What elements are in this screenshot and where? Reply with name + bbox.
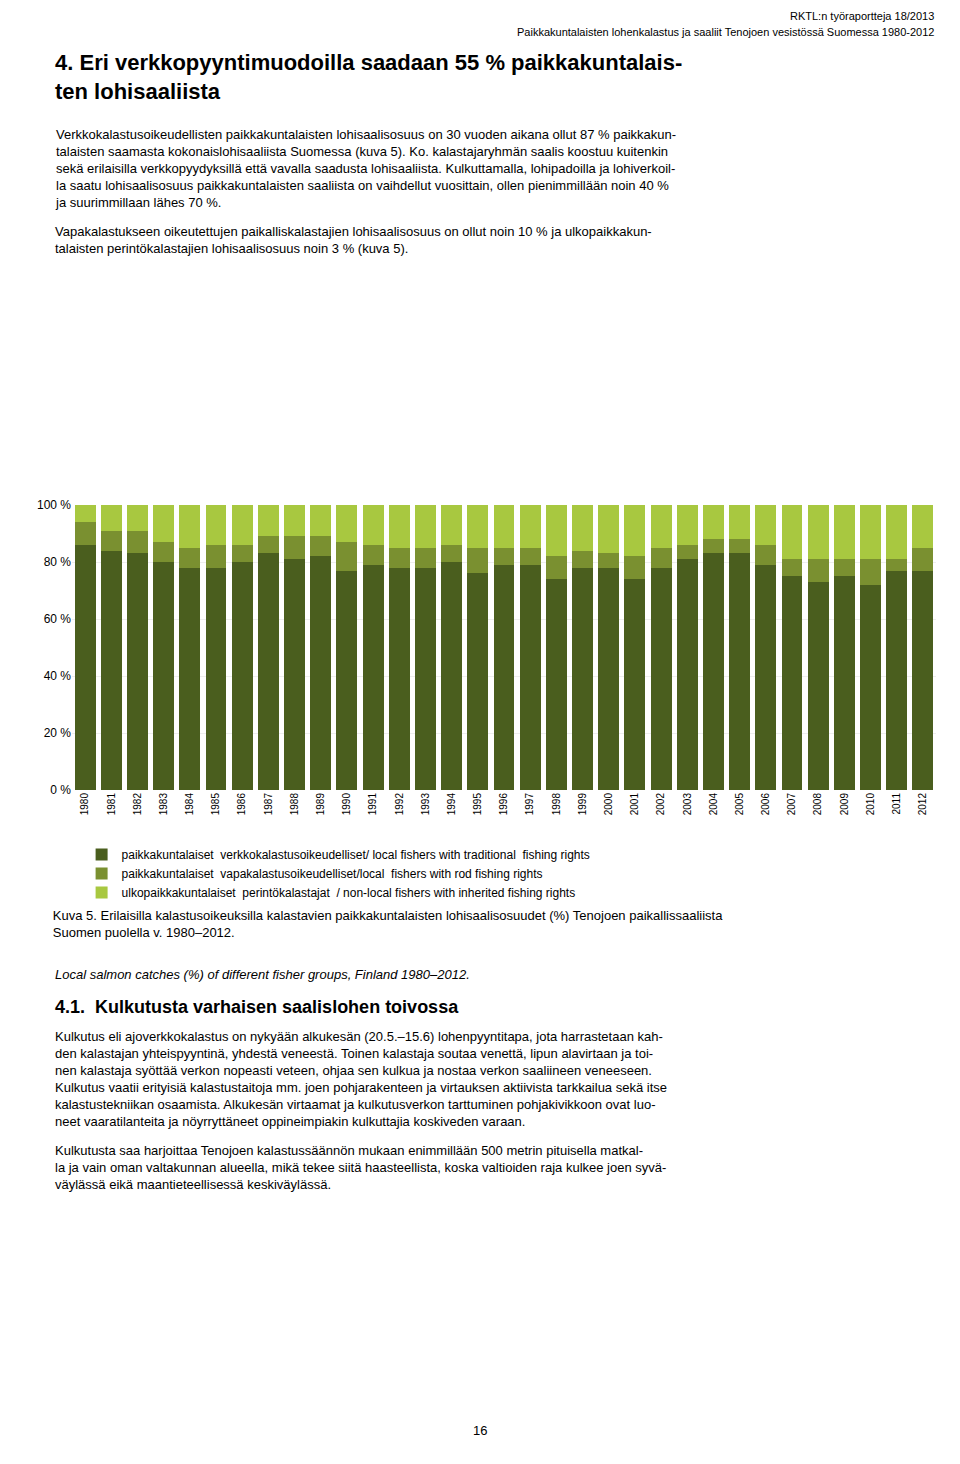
- svg-text:RKTL:n työraportteja 18/2013: RKTL:n työraportteja 18/2013: [790, 10, 934, 22]
- svg-text:4. Eri verkkopyyntimuodoilla s: 4. Eri verkkopyyntimuodoilla saadaan 55 …: [55, 50, 682, 104]
- svg-text:1984: 1984: [184, 793, 195, 816]
- svg-text:Paikkakuntalaisten lohenkalast: Paikkakuntalaisten lohenkalastus ja saal…: [517, 26, 934, 38]
- svg-text:1987: 1987: [263, 793, 274, 816]
- svg-text:1986: 1986: [236, 793, 247, 816]
- svg-text:2001: 2001: [629, 793, 640, 816]
- svg-text:1990: 1990: [341, 793, 352, 816]
- svg-text:2000: 2000: [603, 793, 614, 816]
- svg-text:Kuva 5. Erilaisilla kalastusoi: Kuva 5. Erilaisilla kalastusoikeuksilla …: [53, 908, 723, 940]
- svg-text:40 %: 40 %: [44, 669, 72, 683]
- svg-text:2003: 2003: [682, 793, 693, 816]
- svg-text:2012: 2012: [917, 793, 928, 816]
- svg-text:1997: 1997: [524, 793, 535, 816]
- svg-text:2010: 2010: [865, 793, 876, 816]
- svg-text:16: 16: [473, 1423, 487, 1438]
- svg-text:1996: 1996: [498, 793, 509, 816]
- svg-text:1981: 1981: [106, 793, 117, 816]
- svg-text:1985: 1985: [210, 793, 221, 816]
- svg-text:1991: 1991: [367, 793, 378, 816]
- svg-text:20 %: 20 %: [44, 726, 72, 740]
- svg-text:2006: 2006: [760, 793, 771, 816]
- svg-text:1980: 1980: [79, 793, 90, 816]
- svg-text:Vapakalastukseen oikeutettujen: Vapakalastukseen oikeutettujen paikallis…: [55, 224, 652, 256]
- svg-text:2004: 2004: [708, 793, 719, 816]
- svg-text:Kulkutusta saa harjoittaa Teno: Kulkutusta saa harjoittaa Tenojoen kalas…: [55, 1143, 666, 1192]
- svg-text:Verkkokalastusoikeudellisten p: Verkkokalastusoikeudellisten paikkakunta…: [55, 127, 676, 210]
- svg-text:100 %: 100 %: [37, 498, 71, 512]
- svg-text:1982: 1982: [132, 793, 143, 816]
- svg-text:1999: 1999: [577, 793, 588, 816]
- svg-text:Kulkutus eli ajoverkkokalastus: Kulkutus eli ajoverkkokalastus on nykyää…: [55, 1029, 667, 1129]
- svg-text:2007: 2007: [786, 793, 797, 816]
- svg-text:1989: 1989: [315, 793, 326, 816]
- svg-text:1995: 1995: [472, 793, 483, 816]
- svg-text:2002: 2002: [655, 793, 666, 816]
- svg-text:4.1. Kulkutusta varhaisen saa: 4.1. Kulkutusta varhaisen saalislohen to…: [55, 997, 459, 1017]
- svg-text:paikkakuntalaiset vapakalastu: paikkakuntalaiset vapakalastusoikeudelli…: [122, 867, 543, 881]
- svg-text:80 %: 80 %: [44, 555, 72, 569]
- svg-text:1988: 1988: [289, 793, 300, 816]
- svg-text:1983: 1983: [158, 793, 169, 816]
- svg-text:ulkopaikkakuntalaiset perintö: ulkopaikkakuntalaiset perintökalastajat …: [122, 886, 576, 900]
- svg-text:1998: 1998: [551, 793, 562, 816]
- svg-text:1993: 1993: [420, 793, 431, 816]
- svg-text:2008: 2008: [812, 793, 823, 816]
- svg-text:2009: 2009: [839, 793, 850, 816]
- svg-text:1992: 1992: [394, 793, 405, 816]
- svg-text:2005: 2005: [734, 793, 745, 816]
- svg-text:paikkakuntalaiset verkkokalas: paikkakuntalaiset verkkokalastusoikeudel…: [122, 848, 590, 862]
- svg-text:1994: 1994: [446, 793, 457, 816]
- svg-text:Local salmon catches (%) of di: Local salmon catches (%) of different fi…: [55, 967, 470, 982]
- svg-text:0 %: 0 %: [50, 783, 71, 797]
- svg-text:60 %: 60 %: [44, 612, 72, 626]
- svg-text:2011: 2011: [891, 793, 902, 815]
